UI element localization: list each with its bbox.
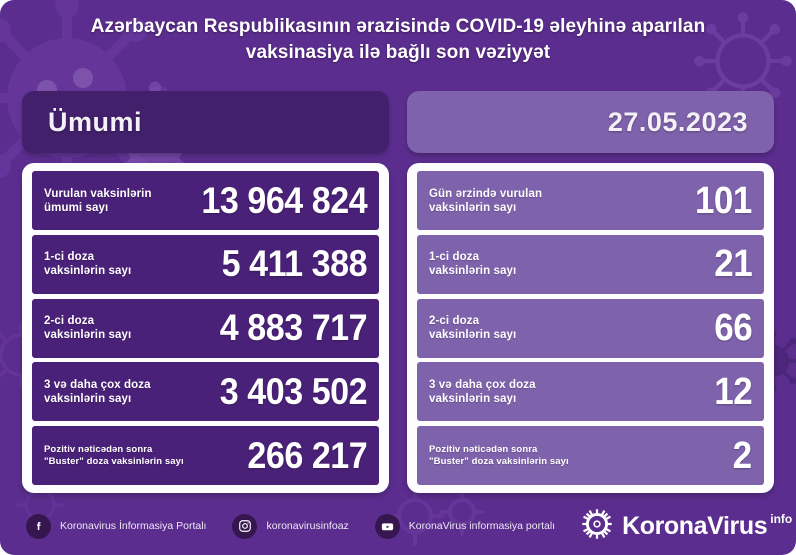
date-header-label: 27.05.2023 xyxy=(607,106,748,137)
social-youtube[interactable]: KoronaVirus informasiya portalı xyxy=(374,513,556,539)
stat-label: 2-ci doza vaksinlərin sayı xyxy=(44,315,132,341)
title-line-2: vaksinasiya ilə bağlı son vəziyyət xyxy=(245,42,551,63)
table-row: 3 və daha çox doza vaksinlərin sayı 3 40… xyxy=(32,362,379,422)
stat-cards: Vurulan vaksinlərin ümumi sayı 13 964 82… xyxy=(22,163,774,493)
daily-stats-card: Gün ərzində vurulan vaksinlərin sayı 101… xyxy=(407,163,774,493)
stat-label: Gün ərzində vurulan vaksinlərin sayı xyxy=(429,187,543,214)
stat-value: 5 411 388 xyxy=(221,243,368,285)
stat-value: 4 883 717 xyxy=(219,307,368,348)
social-youtube-label: KoronaVirus informasiya portalı xyxy=(408,520,556,532)
social-instagram[interactable]: koronavirusinfoaz xyxy=(232,513,349,539)
stat-label: 3 və daha çox doza vaksinlərin sayı xyxy=(44,378,151,405)
stat-label: 2-ci doza vaksinlərin sayı xyxy=(429,315,517,341)
stat-value: 101 xyxy=(695,179,752,222)
footer-bar: Koronavirus İnformasiya Portalı koronavi… xyxy=(0,497,796,555)
stat-label: 3 və daha çox doza vaksinlərin sayı xyxy=(429,378,536,405)
total-header-pill: Ümumi xyxy=(22,91,389,153)
table-row: 1-ci doza vaksinlərin sayı 21 xyxy=(417,234,764,294)
social-facebook[interactable]: Koronavirus İnformasiya Portalı xyxy=(26,513,207,539)
brand-name-label: KoronaVirus xyxy=(622,511,768,540)
table-row: Pozitiv nəticədən sonra "Buster" doza va… xyxy=(417,426,764,485)
table-row: 2-ci doza vaksinlərin sayı 66 xyxy=(417,298,764,358)
table-row: Pozitiv nəticədən sonra "Buster" doza va… xyxy=(32,426,379,485)
table-row: Vurulan vaksinlərin ümumi sayı 13 964 82… xyxy=(32,171,379,230)
page-title: Azərbaycan Respublikasının ərazisində CO… xyxy=(0,14,796,66)
virus-sun-icon xyxy=(581,508,613,545)
social-facebook-label: Koronavirus İnformasiya Portalı xyxy=(60,520,207,532)
stat-value: 266 217 xyxy=(247,434,367,476)
stat-value: 66 xyxy=(714,307,752,349)
stat-value: 21 xyxy=(714,243,752,286)
table-row: 2-ci doza vaksinlərin sayı 4 883 717 xyxy=(32,298,379,358)
stat-value: 2 xyxy=(733,434,752,477)
stat-label: 1-ci doza vaksinlərin sayı xyxy=(429,251,517,278)
stat-label: Pozitiv nəticədən sonra "Buster" doza va… xyxy=(44,443,184,467)
brand-suffix-label: info xyxy=(770,511,793,526)
total-header-label: Ümumi xyxy=(48,106,143,137)
date-header-pill: 27.05.2023 xyxy=(407,91,774,153)
social-instagram-label: koronavirusinfoaz xyxy=(266,520,349,532)
title-line-1: Azərbaycan Respublikasının ərazisində CO… xyxy=(90,16,706,37)
total-stats-card: Vurulan vaksinlərin ümumi sayı 13 964 82… xyxy=(22,163,389,493)
stat-label: 1-ci doza vaksinlərin sayı xyxy=(44,251,132,278)
facebook-icon xyxy=(26,513,51,539)
youtube-icon xyxy=(374,513,400,539)
table-row: Gün ərzində vurulan vaksinlərin sayı 101 xyxy=(417,171,764,230)
table-row: 3 və daha çox doza vaksinlərin sayı 12 xyxy=(417,362,764,422)
instagram-icon xyxy=(232,513,258,539)
stat-value: 3 403 502 xyxy=(219,370,368,412)
stat-value: 13 964 824 xyxy=(201,179,367,221)
header-pills: Ümumi 27.05.2023 xyxy=(22,91,774,153)
brand-logo[interactable]: KoronaVirus info xyxy=(581,508,792,545)
stat-label: Pozitiv nəticədən sonra "Buster" doza va… xyxy=(429,443,569,467)
table-row: 1-ci doza vaksinlərin sayı 5 411 388 xyxy=(32,234,379,294)
stat-label: Vurulan vaksinlərin ümumi sayı xyxy=(44,187,152,214)
stat-value: 12 xyxy=(714,370,752,413)
